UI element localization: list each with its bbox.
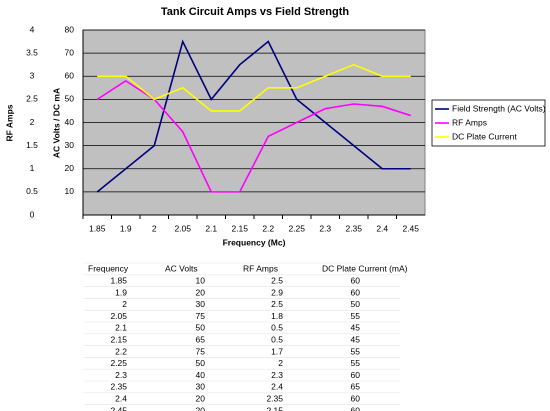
table-cell: 2.5 [271, 299, 283, 309]
table-cell: 2.3 [115, 370, 127, 380]
table-cell: 20 [196, 405, 206, 411]
table-cell: 2.1 [115, 323, 127, 333]
y2-tick-label: 3.5 [26, 47, 38, 57]
y2-tick-label: 0 [30, 209, 35, 219]
y2-tick-label: 4 [30, 24, 35, 34]
y-tick-label: 20 [65, 163, 75, 173]
table-cell: 2 [278, 358, 283, 368]
table-cell: 55 [351, 346, 361, 356]
table-cell: 1.85 [110, 275, 127, 285]
x-tick-label: 2.15 [231, 223, 248, 233]
table-cell: 2.4 [115, 393, 127, 403]
series-line [97, 63, 411, 112]
x-tick-label: 2.35 [345, 223, 362, 233]
table-cell: 55 [351, 358, 361, 368]
x-tick-label: 2.05 [174, 223, 191, 233]
table-cell: 60 [351, 370, 361, 380]
x-tick-label: 2 [152, 223, 157, 233]
y-tick-label: 40 [65, 117, 75, 127]
table-cell: 45 [351, 334, 361, 344]
y-tick-label: 70 [65, 47, 75, 57]
table-cell: 1.7 [271, 346, 283, 356]
x-tick-label: 2.2 [262, 223, 274, 233]
table-cell: 40 [196, 370, 206, 380]
table-cell: 2.5 [271, 275, 283, 285]
x-tick-label: 2.3 [319, 223, 331, 233]
table-cell: 2.35 [110, 382, 127, 392]
table-cell: 2.9 [271, 287, 283, 297]
table-cell: 2 [122, 299, 127, 309]
y-tick-label: 60 [65, 71, 75, 81]
y-tick-label: 80 [65, 24, 75, 34]
chart-title: Tank Circuit Amps vs Field Strength [161, 6, 350, 18]
y2-tick-label: 2 [30, 117, 35, 127]
table-cell: 55 [351, 311, 361, 321]
table-cell: 0.5 [271, 334, 283, 344]
table-cell: 2.45 [110, 405, 127, 411]
table-cell: 50 [351, 299, 361, 309]
x-tick-label: 2.25 [288, 223, 305, 233]
legend-box [431, 99, 546, 147]
x-axis-title: Frequency (Mc) [223, 237, 286, 247]
table-header: DC Plate Current (mA) [322, 264, 408, 274]
series-line [96, 39, 411, 193]
table-cell: 50 [196, 323, 206, 333]
table-cell: 2.4 [271, 382, 283, 392]
table-cell: 30 [196, 382, 206, 392]
legend-label: DC Plate Current [452, 131, 517, 141]
table-cell: 2.15 [110, 334, 127, 344]
table-header: Frequency [88, 264, 129, 274]
table-cell: 30 [196, 299, 206, 309]
y2-tick-label: 1 [30, 163, 35, 173]
table-cell: 10 [196, 275, 206, 285]
table-cell: 2.25 [110, 358, 127, 368]
table-cell: 20 [196, 393, 206, 403]
table-cell: 65 [196, 334, 206, 344]
table-cell: 75 [196, 346, 206, 356]
table-cell: 60 [351, 287, 361, 297]
table-cell: 2.2 [115, 346, 127, 356]
table-cell: 2.3 [271, 370, 283, 380]
y2-tick-label: 1.5 [26, 140, 38, 150]
table-cell: 45 [351, 323, 361, 333]
table-cell: 0.5 [271, 323, 283, 333]
table-cell: 60 [351, 275, 361, 285]
y-tick-label: 50 [65, 94, 75, 104]
legend-label: Field Strength (AC Volts) [452, 103, 546, 113]
legend-label: RF Amps [452, 117, 487, 127]
x-tick-label: 2.45 [402, 223, 419, 233]
y2-tick-label: 2.5 [26, 94, 38, 104]
table-cell: 60 [351, 405, 361, 411]
x-tick-label: 1.85 [89, 223, 106, 233]
table-cell: 20 [196, 287, 206, 297]
y2-tick-label: 3 [30, 71, 35, 81]
table-cell: 60 [351, 393, 361, 403]
table-cell: 50 [196, 358, 206, 368]
table-cell: 2.35 [266, 393, 283, 403]
table-cell: 75 [196, 311, 206, 321]
y-tick-label: 30 [65, 140, 75, 150]
table-header: AC Volts [165, 264, 198, 274]
y2-axis-title: RF Amps [4, 104, 14, 141]
table-header: RF Amps [243, 264, 278, 274]
x-tick-label: 1.9 [120, 223, 132, 233]
x-tick-label: 2.1 [205, 223, 217, 233]
table-cell: 2.05 [110, 311, 127, 321]
table-cell: 1.9 [115, 287, 127, 297]
y-tick-label: 10 [65, 186, 75, 196]
table-cell: 2.15 [266, 405, 283, 411]
table-cell: 1.8 [271, 311, 283, 321]
y-axis-title: AC Volts / DC mA [51, 88, 61, 158]
table-cell: 65 [351, 382, 361, 392]
x-tick-label: 2.4 [376, 223, 388, 233]
y2-tick-label: 0.5 [26, 186, 38, 196]
